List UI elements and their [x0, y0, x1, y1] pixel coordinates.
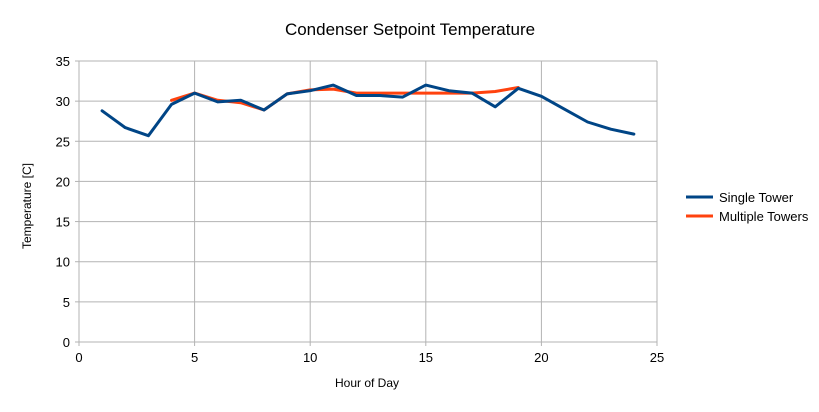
y-tick-label: 0 [63, 335, 70, 350]
tick-labels: 0 5 10 15 20 25 30 35 0 5 10 15 20 25 [56, 54, 665, 365]
y-tick-label: 35 [56, 54, 70, 69]
y-tick-label: 25 [56, 134, 70, 149]
grid [75, 60, 658, 346]
series-line-single-tower [100, 83, 636, 138]
legend-label-single-tower: Single Tower [719, 190, 794, 205]
x-tick-label: 15 [419, 350, 433, 365]
y-tick-label: 30 [56, 94, 70, 109]
y-tick-label: 10 [56, 255, 70, 270]
x-axis-label: Hour of Day [335, 376, 399, 390]
series-lines [100, 83, 636, 138]
x-tick-label: 0 [75, 350, 82, 365]
chart-title: Condenser Setpoint Temperature [285, 20, 535, 39]
legend: Single Tower Multiple Towers [686, 190, 809, 224]
y-axis-label: Temperature [C] [20, 163, 34, 249]
x-tick-label: 25 [650, 350, 664, 365]
x-tick-label: 10 [303, 350, 317, 365]
y-tick-label: 15 [56, 215, 70, 230]
legend-label-multiple-towers: Multiple Towers [719, 209, 809, 224]
y-tick-label: 20 [56, 174, 70, 189]
x-tick-label: 20 [534, 350, 548, 365]
y-tick-label: 5 [63, 295, 70, 310]
x-tick-label: 5 [191, 350, 198, 365]
